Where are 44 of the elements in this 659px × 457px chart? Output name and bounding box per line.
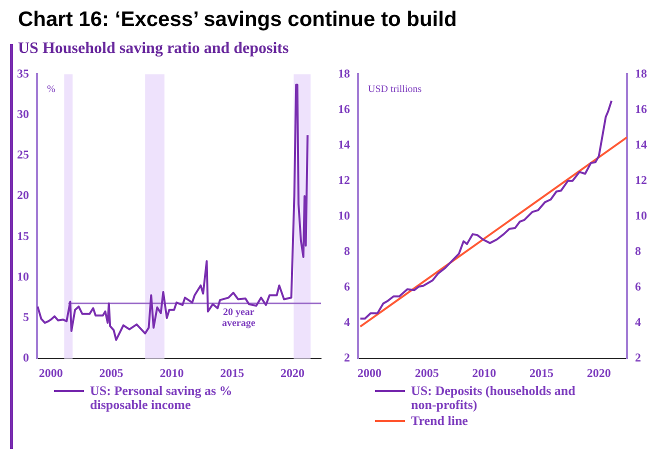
legend-label: Trend line bbox=[411, 413, 468, 428]
y2-tick-label: 12 bbox=[635, 172, 647, 187]
x-tick-label: 2015 bbox=[220, 366, 244, 380]
legend-label: US: Deposits (households and non-profits) bbox=[411, 383, 576, 412]
y-tick-label: 2 bbox=[344, 350, 350, 365]
y-tick-label: 20 bbox=[17, 188, 29, 202]
x-tick-label: 2020 bbox=[280, 366, 304, 380]
x-tick-label: 2005 bbox=[99, 366, 124, 380]
y-axis-title: USD trillions bbox=[368, 84, 422, 95]
y-tick-label: 25 bbox=[17, 148, 29, 162]
y-tick-label: 35 bbox=[17, 66, 29, 80]
y2-tick-label: 8 bbox=[635, 244, 641, 258]
x-tick-label: 2000 bbox=[357, 366, 382, 380]
y-tick-label: 8 bbox=[344, 244, 350, 258]
y-tick-label: 15 bbox=[17, 228, 29, 243]
y-tick-label: 5 bbox=[23, 310, 29, 324]
y2-tick-label: 16 bbox=[635, 102, 647, 116]
y-tick-label: 18 bbox=[338, 66, 350, 80]
y2-tick-label: 10 bbox=[635, 208, 647, 222]
y-tick-label: 10 bbox=[338, 208, 350, 222]
y-tick-label: 16 bbox=[338, 102, 350, 116]
y-tick-label: 14 bbox=[338, 137, 350, 152]
x-tick-label: 2015 bbox=[530, 366, 554, 380]
y-tick-label: 6 bbox=[344, 280, 350, 294]
y-axis-title: % bbox=[47, 84, 56, 95]
y2-tick-label: 4 bbox=[635, 315, 641, 330]
y-tick-label: 12 bbox=[338, 172, 350, 187]
y2-tick-label: 18 bbox=[635, 66, 647, 80]
x-tick-label: 2010 bbox=[160, 366, 184, 380]
legend-label: US: Personal saving as % disposable income bbox=[90, 383, 234, 412]
y-tick-label: 10 bbox=[17, 269, 29, 284]
y2-tick-label: 2 bbox=[635, 350, 641, 365]
y-tick-label: 0 bbox=[23, 350, 29, 365]
x-tick-label: 2005 bbox=[414, 366, 439, 380]
x-tick-label: 2020 bbox=[586, 366, 611, 380]
y-tick-label: 30 bbox=[17, 106, 29, 121]
ref-line-label: 20 year average bbox=[222, 306, 256, 329]
y2-tick-label: 14 bbox=[635, 137, 647, 152]
chart-subtitle: US Household saving ratio and deposits bbox=[18, 40, 290, 58]
y2-tick-label: 6 bbox=[635, 280, 641, 294]
x-tick-label: 2000 bbox=[38, 366, 63, 380]
y-tick-label: 4 bbox=[344, 315, 350, 330]
chart-title: Chart 16: ‘Excess’ savings continue to build bbox=[18, 8, 458, 32]
x-tick-label: 2010 bbox=[472, 366, 496, 380]
